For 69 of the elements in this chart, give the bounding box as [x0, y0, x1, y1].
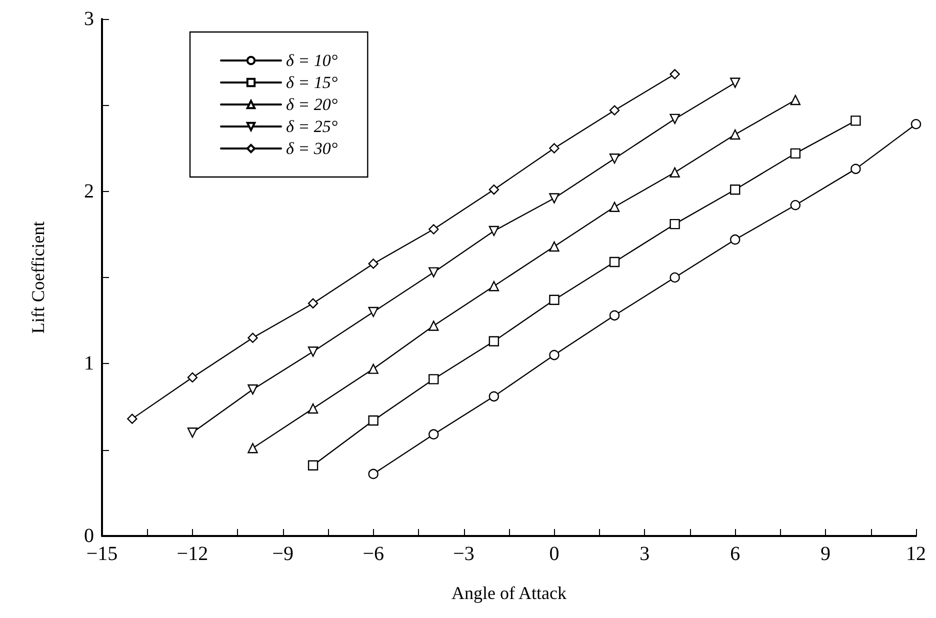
point — [850, 116, 861, 126]
point — [790, 148, 801, 159]
point — [730, 78, 740, 88]
point — [187, 372, 198, 383]
point — [368, 468, 378, 480]
point — [790, 200, 801, 210]
point — [368, 306, 378, 318]
point — [670, 69, 680, 80]
point — [609, 310, 620, 321]
point — [248, 384, 258, 395]
point — [488, 226, 500, 236]
point — [428, 374, 439, 384]
point — [910, 119, 922, 130]
point — [308, 460, 318, 470]
x-axis-title: Angle of Attack — [452, 583, 566, 603]
point — [790, 94, 801, 106]
x-tick-label: −6 — [362, 543, 384, 565]
point — [308, 298, 318, 308]
point — [730, 234, 740, 245]
point — [127, 414, 138, 424]
point — [609, 202, 620, 212]
point — [428, 224, 439, 234]
x-tick-label: −3 — [453, 543, 474, 565]
point — [549, 350, 560, 360]
point — [549, 294, 560, 306]
point — [730, 184, 740, 195]
point — [428, 267, 439, 278]
point — [549, 241, 560, 252]
x-tick-label: 6 — [730, 543, 740, 565]
legend-label: δ = 15° — [286, 73, 338, 92]
point — [428, 320, 439, 331]
point — [670, 167, 680, 178]
point — [368, 364, 378, 374]
point — [670, 114, 680, 124]
point — [609, 105, 620, 116]
y-tick-label: 3 — [84, 8, 94, 30]
x-tick-label: −9 — [272, 543, 294, 565]
point — [308, 346, 318, 357]
x-tick-label: 12 — [906, 543, 926, 565]
point — [248, 332, 258, 343]
point — [850, 164, 861, 174]
point — [428, 429, 439, 440]
y-tick-label: 2 — [84, 180, 94, 202]
point — [549, 143, 560, 154]
legend-label: δ = 30° — [286, 139, 338, 158]
point — [549, 193, 560, 204]
point — [488, 281, 500, 292]
point — [670, 272, 680, 283]
point — [670, 218, 680, 230]
x-tick-label: −12 — [176, 543, 208, 565]
point — [488, 184, 500, 195]
point — [609, 256, 620, 268]
legend-label: δ = 20° — [286, 95, 338, 114]
point — [187, 428, 198, 438]
x-tick-label: 0 — [549, 543, 560, 565]
point — [609, 153, 620, 164]
point — [488, 391, 500, 402]
point — [368, 415, 378, 426]
x-tick-label: 3 — [640, 543, 650, 565]
y-tick-label: 1 — [84, 352, 94, 375]
legend-label: δ = 10° — [286, 51, 338, 70]
point — [368, 258, 378, 269]
legend-label: δ = 25° — [286, 117, 338, 136]
point — [488, 336, 500, 346]
point — [730, 129, 740, 140]
point — [248, 443, 258, 454]
x-tick-label: 9 — [820, 543, 831, 565]
point — [308, 403, 318, 414]
y-axis-title: Lift Coefficient — [28, 221, 48, 334]
